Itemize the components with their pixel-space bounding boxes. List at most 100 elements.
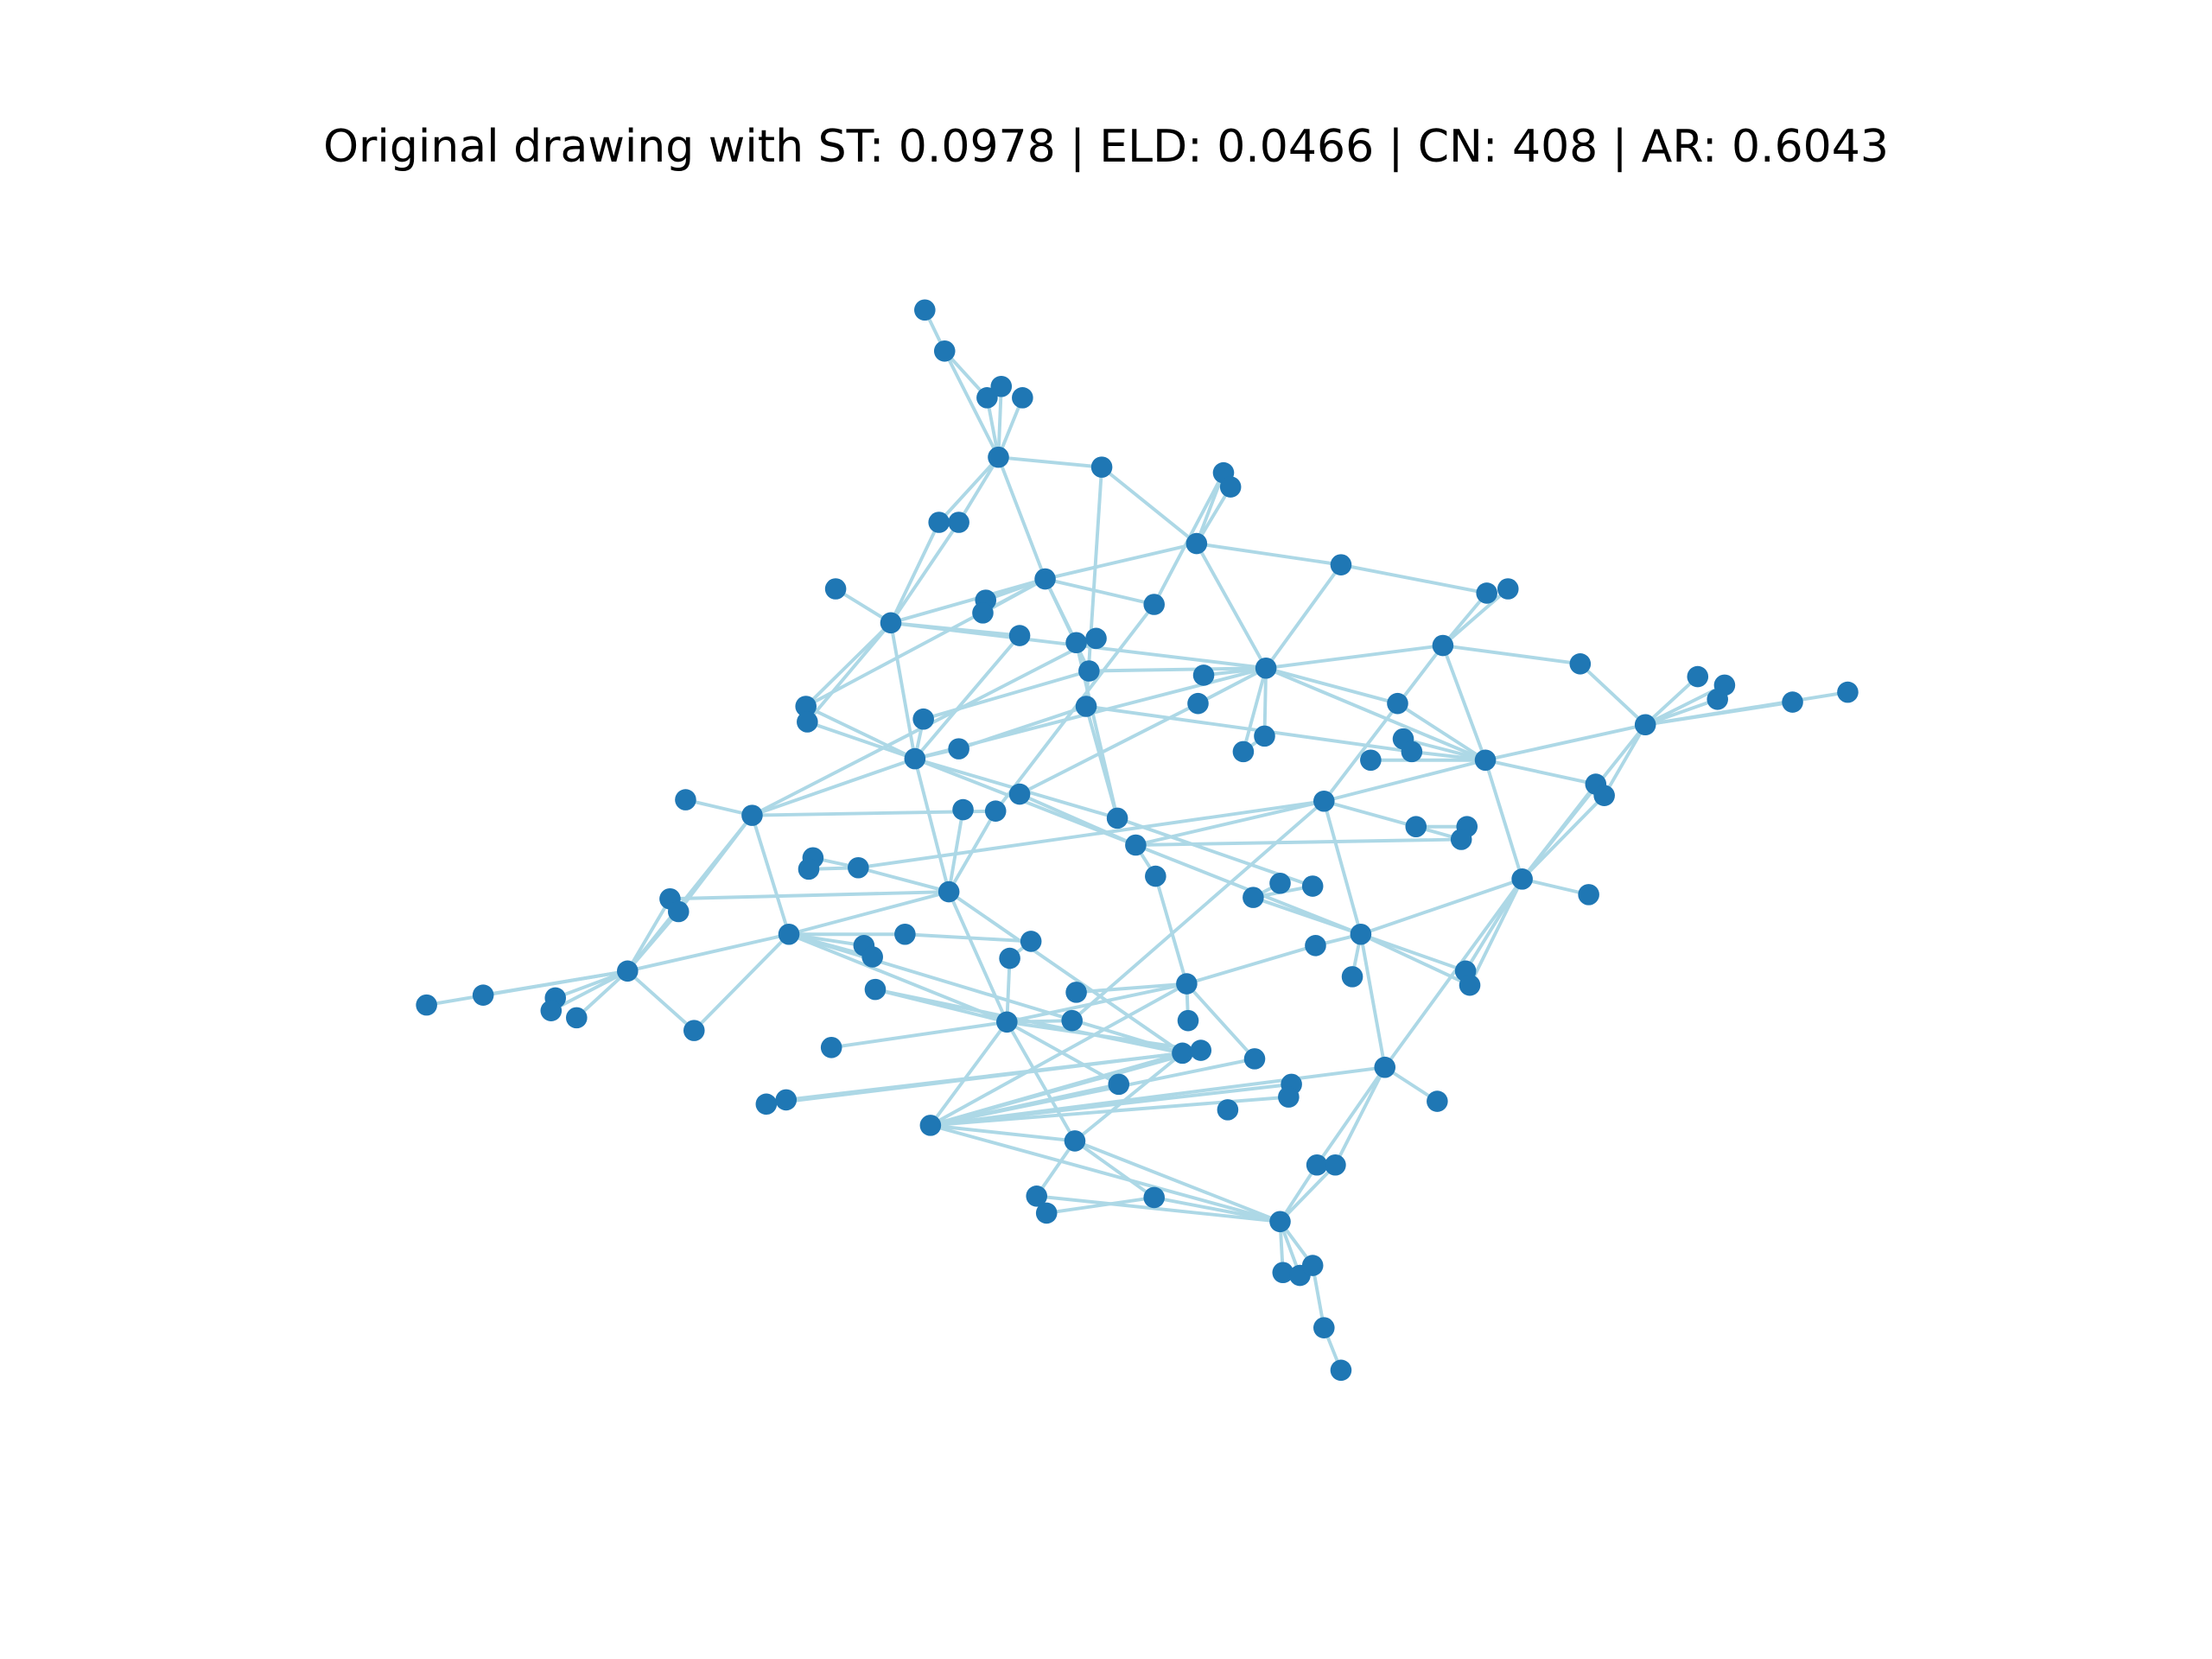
graph-edge (1252, 895, 1362, 937)
graph-node (1065, 632, 1087, 654)
graph-node (1143, 594, 1165, 615)
graph-edge (890, 577, 1046, 625)
graph-node (820, 1037, 842, 1058)
graph-node (1176, 973, 1198, 995)
graph-edge (1441, 592, 1489, 647)
graph-edge (806, 720, 916, 760)
graph-node (1476, 582, 1497, 604)
graph-node (1035, 1202, 1058, 1224)
graph-edge (1043, 578, 1091, 672)
graph-edge (1154, 1196, 1281, 1224)
graph-edge (1521, 783, 1598, 880)
graph-edge (1441, 588, 1510, 647)
graph-node (416, 994, 437, 1016)
graph-node (1106, 807, 1128, 830)
graph-edge (1262, 668, 1268, 736)
graph-edge (930, 1123, 1281, 1224)
graph-edge (1360, 932, 1466, 973)
graph-edge (947, 809, 965, 893)
graph-edge (1006, 1020, 1120, 1086)
graph-node (1269, 872, 1291, 894)
graph-edge (1089, 666, 1267, 673)
graph-edge (750, 815, 791, 935)
graph-edge (788, 932, 1008, 1024)
graph-edge (1579, 662, 1647, 727)
graph-node (988, 446, 1009, 468)
graph-edge (889, 521, 961, 624)
graph-node (1306, 1154, 1328, 1176)
graph-node (948, 512, 969, 533)
graph-edge (1484, 760, 1524, 880)
graph-node (1313, 1317, 1335, 1338)
graph-node (1143, 1186, 1165, 1209)
graph-edge (1154, 875, 1189, 985)
graph-edge (1484, 758, 1597, 786)
graph-node (1305, 935, 1326, 957)
graph-node (1078, 660, 1100, 682)
graph-node (1687, 665, 1709, 688)
graph-node (1707, 688, 1728, 710)
graph-node (741, 804, 763, 826)
graph-node (1061, 1009, 1083, 1032)
graph-node (914, 299, 936, 321)
graph-node (1008, 625, 1031, 646)
graph-edge (1322, 800, 1363, 935)
graph-edge (996, 456, 1047, 580)
graph-node (472, 984, 494, 1006)
graph-edge (1360, 877, 1523, 937)
graph-node (1255, 657, 1277, 679)
graph-edge (1602, 723, 1647, 797)
graph-edge (1046, 1195, 1154, 1215)
graph-node (1569, 653, 1592, 675)
graph-node (999, 947, 1020, 969)
graph-edge (1383, 878, 1524, 1069)
graph-node (912, 708, 934, 730)
graph-edge (785, 1051, 1183, 1102)
graph-node (1272, 1262, 1294, 1284)
graph-node (1243, 887, 1264, 908)
graph-node (675, 789, 696, 810)
graph-edge (930, 1082, 1120, 1128)
graph-node (540, 1000, 563, 1021)
graph-edge (947, 891, 1009, 1023)
graph-node (984, 800, 1007, 822)
graph-node (1782, 691, 1803, 713)
graph-node (861, 946, 883, 968)
graph-node (1217, 1099, 1239, 1121)
graph-edge (905, 932, 1032, 944)
graph-node (1497, 578, 1519, 600)
graph-node (1301, 875, 1324, 897)
graph-edge (1643, 675, 1700, 727)
graph-edge (1484, 722, 1646, 762)
graph-edge (913, 634, 1021, 760)
graph-node (996, 1011, 1018, 1033)
graph-node (1578, 884, 1599, 906)
graph-node (1020, 931, 1042, 952)
graph-node (1034, 568, 1056, 590)
graph-edge (692, 932, 791, 1033)
graph-edge (1073, 1052, 1184, 1142)
graph-node (1219, 476, 1242, 498)
graph-edge (929, 1020, 1008, 1127)
graph-node (1108, 1073, 1130, 1096)
graph-node (1360, 749, 1382, 772)
graph-node (1190, 1039, 1212, 1061)
graph-node (566, 1007, 588, 1029)
graph-node (1187, 692, 1209, 715)
graph-edge (1005, 1020, 1077, 1142)
graph-node (1474, 749, 1497, 772)
graph-edge (857, 866, 950, 893)
graph-edge (1315, 1066, 1387, 1166)
graph-edge (1100, 466, 1198, 545)
graph-edge (912, 758, 951, 893)
graph-node (1301, 1255, 1324, 1276)
graph-node (775, 1089, 798, 1111)
graph-edge (788, 932, 1184, 1055)
graph-node (1634, 714, 1656, 736)
graph-node (1278, 1086, 1300, 1108)
graph-node (824, 578, 847, 600)
graph-edge (1019, 792, 1137, 847)
graph-node (1008, 783, 1031, 805)
graph-edge (1195, 486, 1232, 545)
